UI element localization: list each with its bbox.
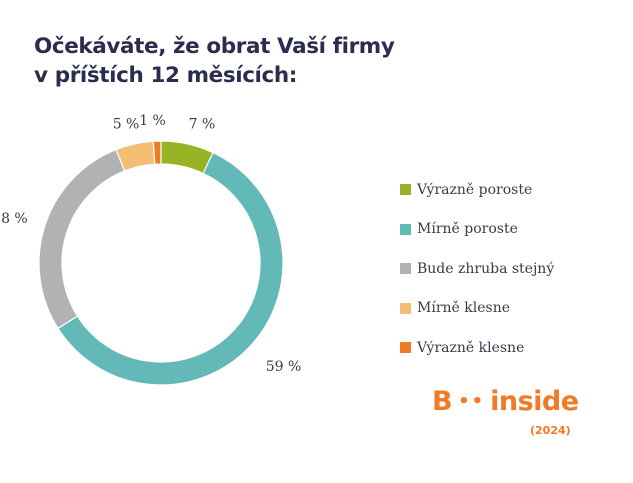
chart-title: Očekáváte, že obrat Vaší firmy v příštíc… [34,32,414,90]
value-label-vyrazne-klesne: 1 % [139,113,166,129]
value-label-bude-zhruba-stejny: 28 % [0,211,28,227]
legend-label: Výrazně klesne [417,339,525,356]
legend-item-vyrazne-poroste: Výrazně poroste [400,170,554,210]
chart-title-line-2: v příštích 12 měsících: [34,63,297,88]
logo-dots: •• [458,391,486,412]
legend-label: Mírně poroste [417,221,518,238]
value-label-mirne-poroste: 59 % [266,359,302,375]
legend-swatch [400,223,411,235]
chart-legend: Výrazně poroste Mírně poroste Bude zhrub… [400,170,554,368]
donut-slices [38,140,284,386]
legend-item-mirne-klesne: Mírně klesne [400,289,554,329]
value-label-vyrazne-poroste: 7 % [189,116,216,132]
legend-swatch [400,342,411,354]
legend-item-bude-zhruba-stejny: Bude zhruba stejný [400,249,554,289]
legend-label: Výrazně poroste [417,181,533,198]
legend-swatch [400,302,411,314]
legend-item-mirne-poroste: Mírně poroste [400,210,554,250]
donut-value-labels: 7 % 59 % 28 % 5 %1 % [0,113,301,375]
legend-item-vyrazne-klesne: Výrazně klesne [400,328,554,368]
logo-year: (2024) [530,424,571,437]
legend-label: Bude zhruba stejný [417,260,555,277]
value-label-mirne-klesne: 5 % [113,116,140,132]
legend-swatch [400,184,411,196]
legend-swatch [400,263,411,275]
slice-vyrazne-klesne [152,140,162,165]
legend-label: Mírně klesne [417,300,510,317]
b-inside-logo: B •• inside [432,386,579,417]
slice-bude-zhruba-stejny [38,148,126,330]
slice-mirne-poroste [57,151,284,386]
logo-letter: B [432,386,453,417]
logo-word: inside [490,386,579,417]
chart-title-line-1: Očekáváte, že obrat Vaší firmy [34,34,395,59]
